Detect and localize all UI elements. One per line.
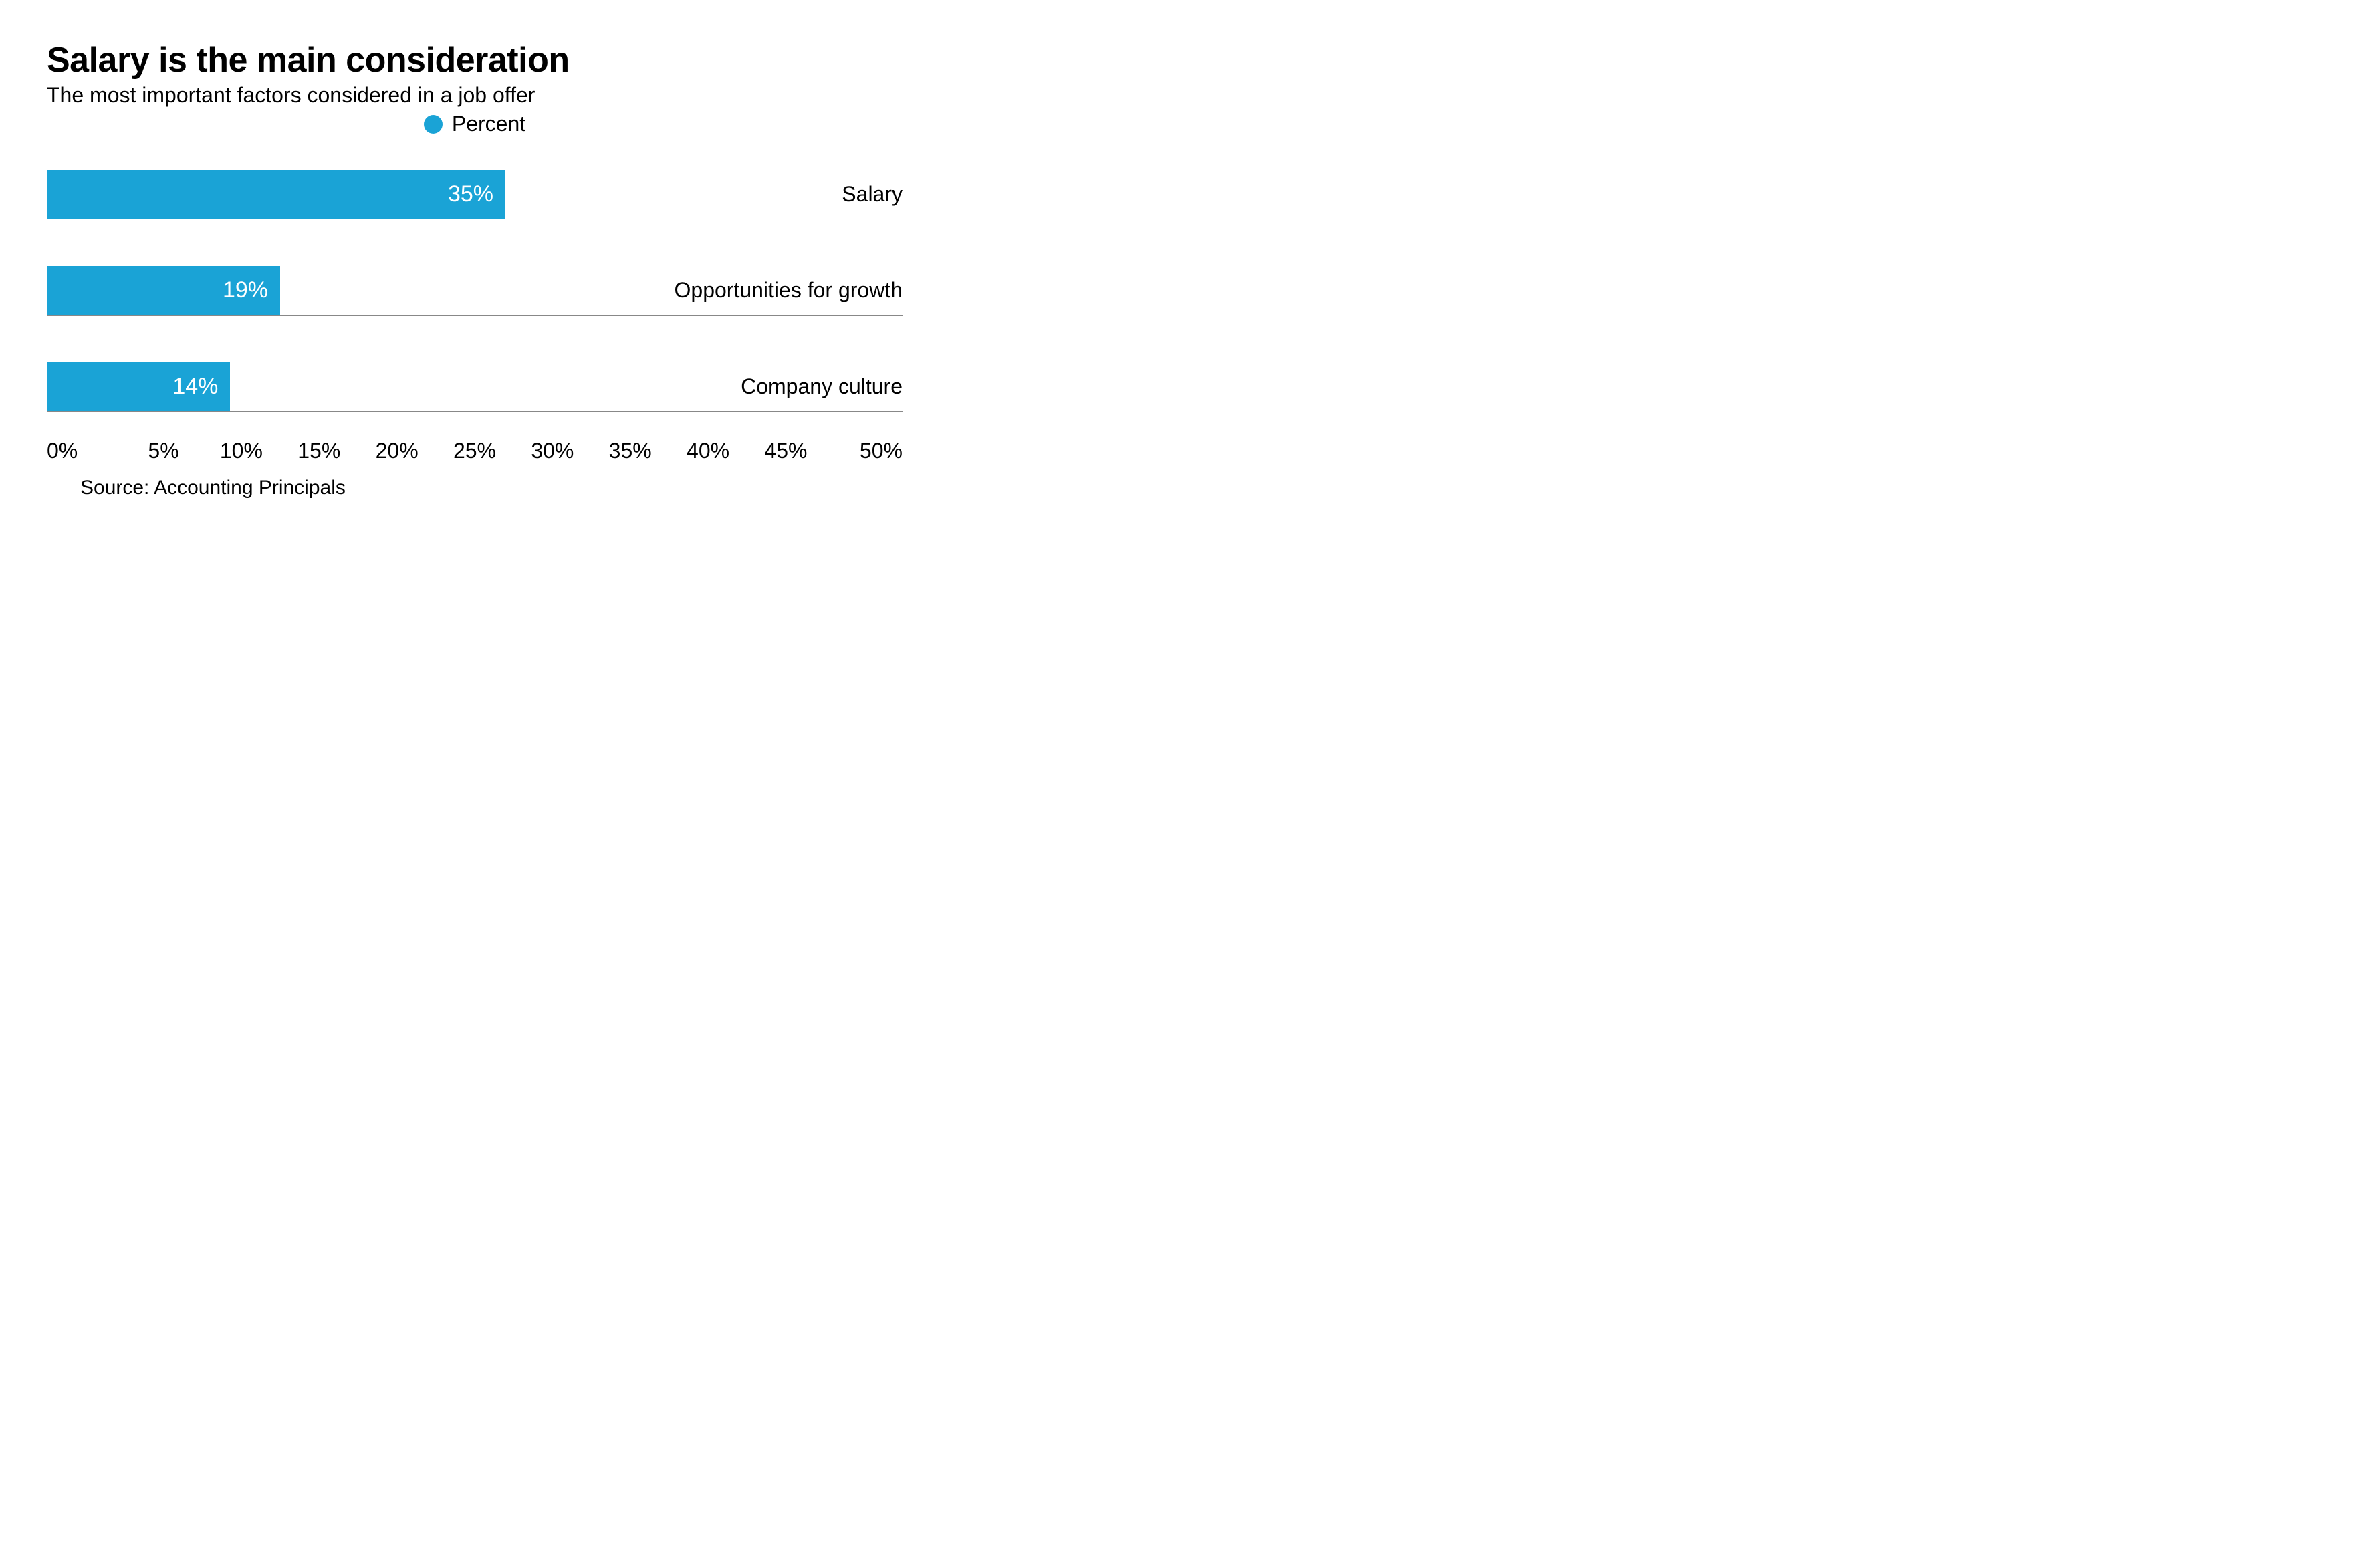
axis-tick: 15% xyxy=(280,439,358,463)
chart-subtitle: The most important factors considered in… xyxy=(47,83,903,108)
legend-swatch xyxy=(424,115,443,134)
bar-track: 35% xyxy=(47,170,702,219)
bar: 35% xyxy=(47,170,505,219)
legend-label: Percent xyxy=(452,112,525,136)
axis-tick: 0% xyxy=(47,439,124,463)
axis-tick: 10% xyxy=(203,439,280,463)
bar-track: 14% xyxy=(47,362,702,412)
category-label: Opportunities for growth xyxy=(661,266,903,316)
bar-track: 19% xyxy=(47,266,661,316)
bar: 14% xyxy=(47,362,230,411)
axis-tick: 45% xyxy=(747,439,824,463)
category-label: Salary xyxy=(702,170,903,219)
x-axis: 0%5%10%15%20%25%30%35%40%45%50% xyxy=(47,439,903,463)
axis-tick: 35% xyxy=(592,439,669,463)
axis-tick: 5% xyxy=(124,439,202,463)
axis-tick: 50% xyxy=(825,439,903,463)
bar-row: 14% Company culture xyxy=(47,362,903,412)
category-label: Company culture xyxy=(702,362,903,412)
bar-value-label: 35% xyxy=(448,181,493,207)
bar-value-label: 14% xyxy=(172,374,218,400)
axis-tick: 25% xyxy=(436,439,513,463)
chart-source: Source: Accounting Principals xyxy=(80,477,903,499)
chart-legend: Percent xyxy=(47,112,903,136)
axis-tick: 40% xyxy=(669,439,747,463)
bar-row: 35% Salary xyxy=(47,170,903,219)
bar: 19% xyxy=(47,266,280,315)
chart-title: Salary is the main consideration xyxy=(47,40,903,80)
bar-row: 19% Opportunities for growth xyxy=(47,266,903,316)
bar-chart: 35% Salary 19% Opportunities for growth 14% C… xyxy=(47,170,903,463)
axis-tick: 20% xyxy=(358,439,435,463)
bar-value-label: 19% xyxy=(223,277,268,304)
axis-tick: 30% xyxy=(513,439,591,463)
